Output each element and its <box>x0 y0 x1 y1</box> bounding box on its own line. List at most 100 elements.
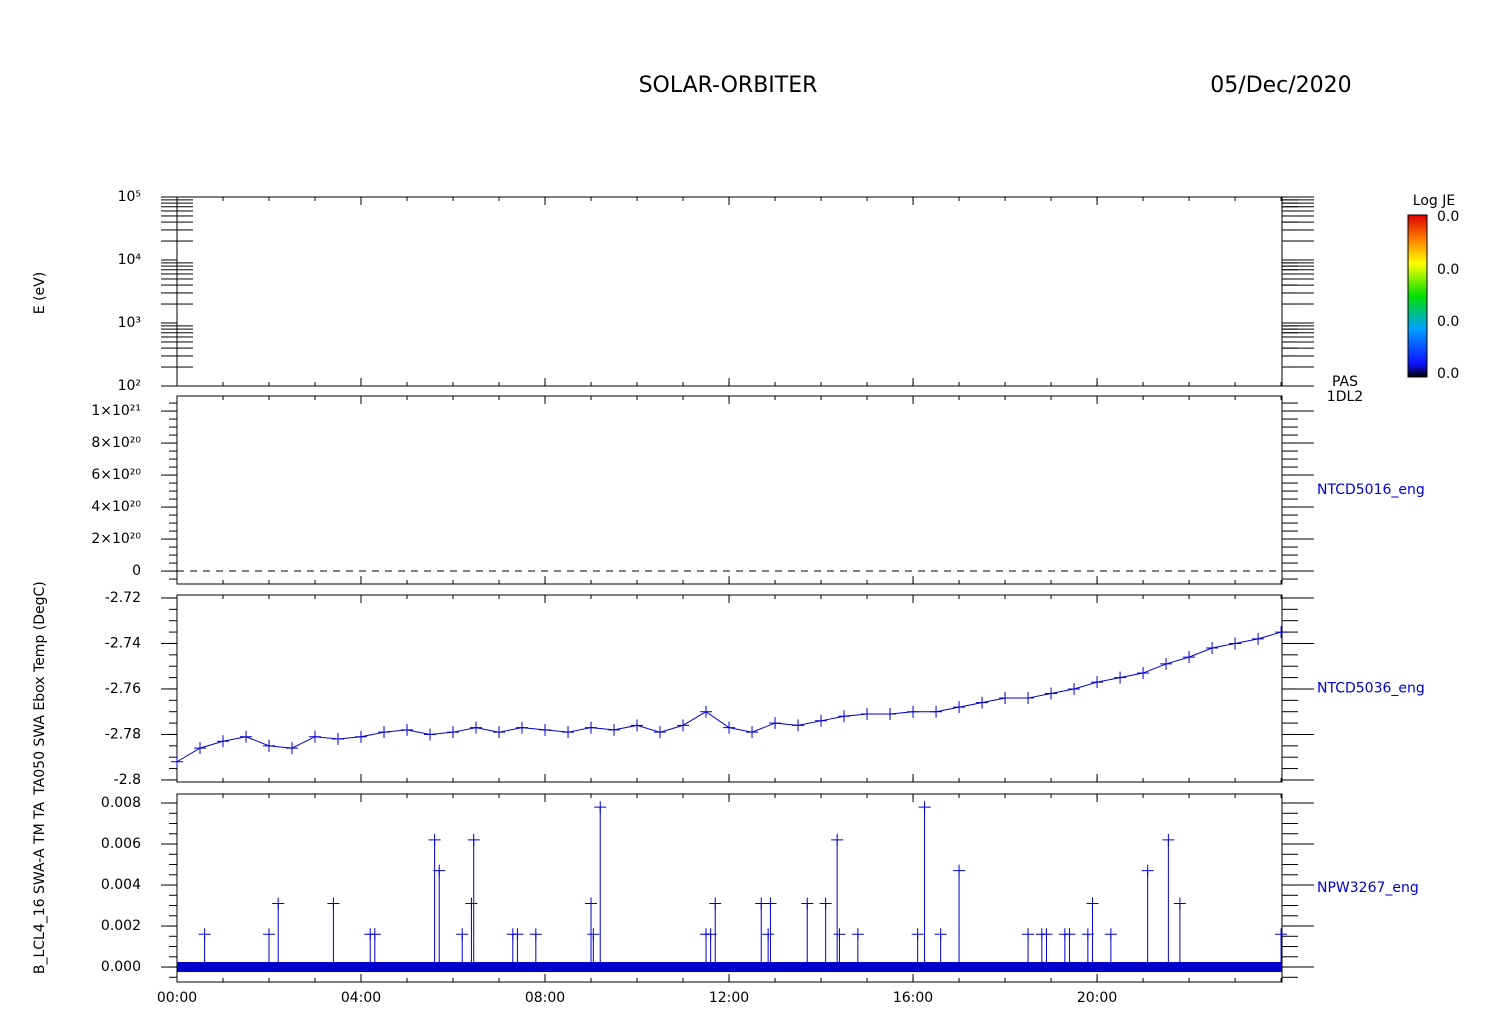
y-tick-label: 10² <box>118 378 141 394</box>
marker <box>831 833 844 846</box>
marker <box>976 696 989 709</box>
y-tick-label: 10⁵ <box>118 189 141 205</box>
y-tick-label: 2×10²⁰ <box>91 531 141 547</box>
level: 1DL2 <box>1327 389 1363 405</box>
marker <box>1206 642 1219 655</box>
marker <box>198 928 211 941</box>
marker <box>272 897 285 910</box>
marker <box>1252 632 1265 645</box>
marker <box>677 719 690 732</box>
marker <box>456 928 469 941</box>
marker <box>907 705 920 718</box>
marker <box>918 801 931 814</box>
marker <box>332 733 345 746</box>
marker <box>833 928 846 941</box>
marker <box>594 801 607 814</box>
y-axis-label: E (eV) <box>32 272 48 314</box>
marker <box>704 928 717 941</box>
y-tick-label: 8×10²⁰ <box>91 435 141 451</box>
marker <box>911 928 924 941</box>
x-tick-label: 20:00 <box>1077 990 1117 1006</box>
marker <box>819 897 832 910</box>
marker <box>1040 928 1053 941</box>
marker <box>999 692 1012 705</box>
marker <box>709 897 722 910</box>
x-tick-label: 16:00 <box>893 990 933 1006</box>
marker <box>838 710 851 723</box>
marker <box>953 864 966 877</box>
marker <box>851 928 864 941</box>
y-tick-label: -2.72 <box>105 590 141 606</box>
x-tick-label: 08:00 <box>525 990 565 1006</box>
instrument: PAS <box>1332 374 1358 390</box>
marker <box>1173 897 1186 910</box>
colorbar-title: Log JE <box>1413 193 1455 209</box>
marker <box>1114 671 1127 684</box>
marker <box>1137 667 1150 680</box>
plot-frame <box>176 594 1283 783</box>
line <box>176 631 1282 763</box>
marker <box>769 717 782 730</box>
marker <box>1022 928 1035 941</box>
marker <box>764 897 777 910</box>
plot-frame <box>176 395 1283 585</box>
marker <box>1104 928 1117 941</box>
marker <box>1068 682 1081 695</box>
y-tick-label: 1×10²¹ <box>91 403 141 419</box>
marker <box>1162 833 1175 846</box>
marker <box>1160 657 1173 670</box>
marker <box>934 928 947 941</box>
y-tick-label: -2.74 <box>105 635 141 651</box>
marker <box>355 730 368 743</box>
plot-frame <box>176 793 1283 983</box>
marker <box>654 726 667 739</box>
y-tick-label: 0.004 <box>101 877 141 893</box>
marker <box>401 723 414 736</box>
marker <box>470 721 483 734</box>
y-axis-label: B_LCL4_16 SWA-A TM TA <box>32 801 48 974</box>
marker <box>1045 687 1058 700</box>
marker <box>587 928 600 941</box>
marker <box>815 714 828 727</box>
y-tick-label: -2.8 <box>114 772 141 788</box>
y-axis-label: TA050 SWA Ebox Temp (DegC) <box>32 581 48 796</box>
marker <box>1022 692 1035 705</box>
marker <box>723 721 736 734</box>
marker <box>511 928 524 941</box>
marker <box>309 730 322 743</box>
marker <box>585 721 598 734</box>
marker <box>368 928 381 941</box>
y-tick-label: -2.78 <box>105 726 141 742</box>
marker <box>1275 626 1288 639</box>
marker <box>433 864 446 877</box>
marker <box>467 833 480 846</box>
marker <box>516 721 529 734</box>
marker <box>240 730 253 743</box>
y-tick-label: 4×10²⁰ <box>91 499 141 515</box>
marker <box>1275 928 1288 941</box>
colorbar-label: 0.0 <box>1437 262 1459 278</box>
marker <box>801 897 814 910</box>
marker <box>792 719 805 732</box>
marker <box>1141 864 1154 877</box>
marker <box>194 742 207 755</box>
marker <box>861 707 874 720</box>
baseline-band <box>177 962 1282 973</box>
marker <box>562 726 575 739</box>
marker <box>493 726 506 739</box>
marker <box>608 723 621 736</box>
marker <box>1229 637 1242 650</box>
date: 05/Dec/2020 <box>1210 73 1351 98</box>
marker <box>447 726 460 739</box>
y-tick-label: 0 <box>132 563 141 579</box>
colorbar-label: 0.0 <box>1437 314 1459 330</box>
marker <box>327 897 340 910</box>
y-tick-label: 10³ <box>118 315 141 331</box>
plot-frame <box>176 196 1283 387</box>
marker <box>529 928 542 941</box>
x-tick-label: 00:00 <box>157 990 197 1006</box>
marker <box>746 726 759 739</box>
title: SOLAR-ORBITER <box>639 73 818 98</box>
marker <box>1086 897 1099 910</box>
marker <box>217 735 230 748</box>
